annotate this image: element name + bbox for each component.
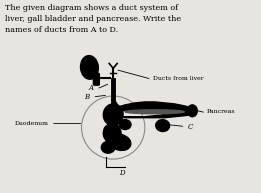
Text: Duodenum: Duodenum bbox=[15, 121, 49, 126]
Text: Ducts from liver: Ducts from liver bbox=[153, 76, 203, 81]
Ellipse shape bbox=[80, 56, 98, 79]
Ellipse shape bbox=[119, 120, 131, 130]
Text: The given diagram shows a duct system of
liver, gall bladder and pancrease. Writ: The given diagram shows a duct system of… bbox=[5, 4, 181, 34]
Ellipse shape bbox=[101, 141, 115, 153]
Text: Pancreas: Pancreas bbox=[207, 109, 236, 114]
Polygon shape bbox=[115, 102, 194, 118]
Ellipse shape bbox=[109, 134, 131, 151]
Ellipse shape bbox=[103, 124, 121, 143]
Ellipse shape bbox=[156, 120, 170, 131]
Text: B: B bbox=[84, 93, 90, 101]
Ellipse shape bbox=[103, 104, 123, 126]
Text: C: C bbox=[187, 123, 193, 130]
Ellipse shape bbox=[125, 110, 185, 114]
Ellipse shape bbox=[187, 105, 197, 117]
Text: D: D bbox=[119, 169, 125, 177]
FancyBboxPatch shape bbox=[93, 73, 99, 85]
Text: A: A bbox=[88, 84, 93, 92]
